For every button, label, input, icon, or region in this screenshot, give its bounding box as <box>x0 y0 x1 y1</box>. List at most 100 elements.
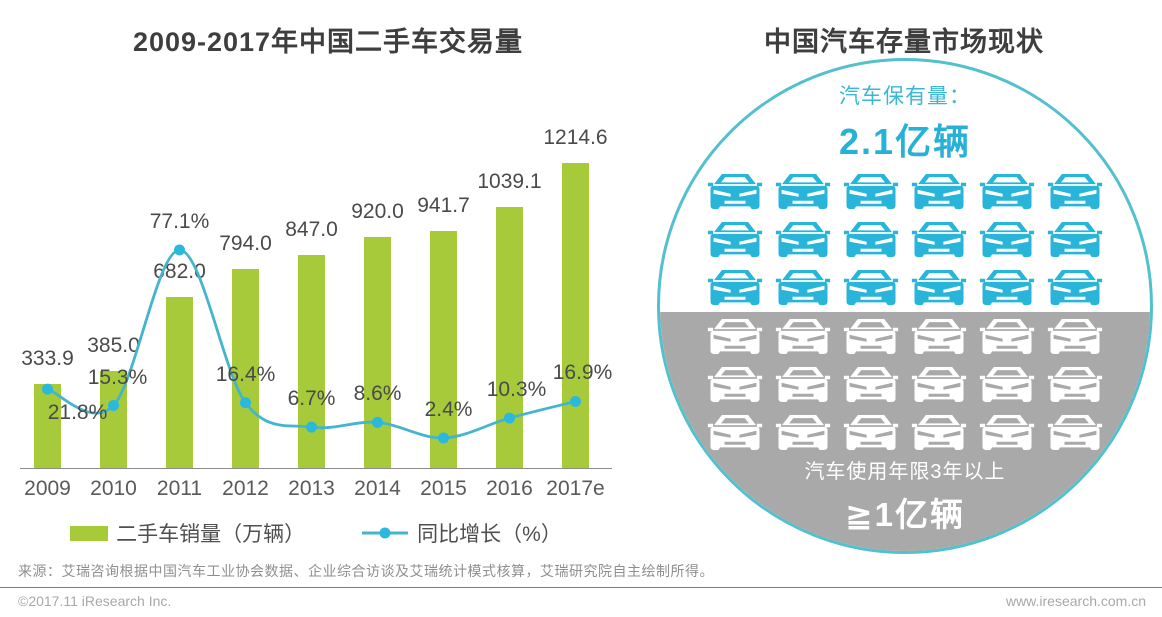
bar-2011 <box>166 296 193 468</box>
bar-2014 <box>364 236 391 468</box>
line-point-2011 <box>174 244 185 256</box>
car-icon <box>843 415 899 450</box>
aged-cars-label: 汽车使用年限3年以上 <box>804 461 1006 483</box>
car-icon <box>843 270 899 305</box>
car-icon <box>707 319 763 354</box>
line-point-2009 <box>42 383 53 395</box>
line-point-2016 <box>504 412 515 424</box>
line-series-swatch <box>362 527 409 539</box>
bar-2015 <box>430 231 457 468</box>
car-icon <box>979 415 1035 450</box>
car-icon <box>911 367 967 402</box>
car-icon <box>1047 415 1103 450</box>
car-icon <box>775 174 831 209</box>
axis-label-2012: 2012 <box>222 477 269 500</box>
line-point-2013 <box>306 421 317 433</box>
car-icon <box>707 270 763 305</box>
car-icon <box>707 222 763 257</box>
aged-car-grid <box>707 318 1103 451</box>
bar-value-label-2010: 385.0 <box>87 334 140 358</box>
car-icon <box>979 270 1035 305</box>
car-icon <box>979 174 1035 209</box>
car-icon <box>843 319 899 354</box>
car-stock-circle: 汽车保有量： 2.1亿辆 汽车使用年限3年以上 ≧1亿辆 <box>657 58 1153 554</box>
line-point-2010 <box>108 399 119 411</box>
car-icon <box>707 174 763 209</box>
car-icon <box>775 367 831 402</box>
car-icon <box>911 222 967 257</box>
car-icon <box>775 319 831 354</box>
source-note: 来源：艾瑞咨询根据中国汽车工业协会数据、企业综合访谈及艾瑞统计模式核算，艾瑞研究… <box>18 563 714 579</box>
car-icon <box>979 367 1035 402</box>
line-value-label-2015: 2.4% <box>424 397 473 421</box>
bar-value-label-2009: 333.9 <box>21 347 74 371</box>
bar-2012 <box>232 268 259 468</box>
footer: ©2017.11 iResearch Inc. www.iresearch.co… <box>18 593 1146 609</box>
car-icon <box>911 270 967 305</box>
car-icon <box>843 222 899 257</box>
copyright-text: ©2017.11 iResearch Inc. <box>18 593 172 609</box>
legend-item-line-series: 同比增长（%） <box>361 518 562 548</box>
axis-label-2017e: 2017e <box>546 477 605 500</box>
bar-2017e <box>562 162 589 468</box>
car-icon <box>1047 222 1103 257</box>
growth-line <box>46 248 576 440</box>
car-icon <box>911 415 967 450</box>
line-value-label-2011: 77.1% <box>149 209 210 233</box>
car-icon <box>707 415 763 450</box>
bar-series-label: 二手车销量（万辆） <box>116 523 306 546</box>
car-icon <box>1047 270 1103 305</box>
line-series-label: 同比增长（%） <box>417 523 562 546</box>
car-icon <box>775 270 831 305</box>
line-point-2012 <box>240 397 251 409</box>
car-icon <box>911 174 967 209</box>
line-value-label-2013: 6.7% <box>287 387 336 411</box>
left-chart-title: 2009-2017年中国二手车交易量 <box>132 27 524 58</box>
bar-value-label-2016: 1039.1 <box>477 169 542 193</box>
car-icon <box>843 174 899 209</box>
car-icon <box>979 319 1035 354</box>
car-icon <box>843 367 899 402</box>
axis-label-2009: 2009 <box>24 477 71 500</box>
website-url: www.iresearch.com.cn <box>1005 593 1146 609</box>
car-ownership-label: 汽车保有量： <box>839 85 971 108</box>
bar-value-label-2017e: 1214.6 <box>543 125 608 149</box>
right-panel-title: 中国汽车存量市场现状 <box>764 27 1044 58</box>
aged-cars-callout: 汽车使用年限3年以上 ≧1亿辆 <box>660 455 1150 536</box>
growth-line-layer <box>42 244 581 444</box>
bar-value-label-2013: 847.0 <box>285 218 338 242</box>
bar-value-label-2015: 941.7 <box>417 194 470 218</box>
axis-label-2013: 2013 <box>288 477 335 500</box>
ownership-car-grid <box>707 173 1103 306</box>
bar-2016 <box>496 206 523 468</box>
axis-label-2014: 2014 <box>354 477 401 500</box>
bar-value-label-2012: 794.0 <box>219 231 272 255</box>
bar-value-label-2014: 920.0 <box>351 199 404 223</box>
line-point-2017e <box>570 395 581 407</box>
chart-legend: 二手车销量（万辆） 同比增长（%） <box>20 518 612 548</box>
car-icon <box>1047 174 1103 209</box>
bar-2009 <box>34 384 61 468</box>
axis-label-2010: 2010 <box>90 477 137 500</box>
line-point-2015 <box>438 432 449 444</box>
car-icon <box>775 415 831 450</box>
x-axis-labels: 2009 2010 2011 2012 2013 2014 2015 2016 2017e <box>20 477 612 505</box>
line-value-label-2017e: 16.9% <box>552 361 613 385</box>
bar-series-swatch <box>70 525 109 541</box>
footer-divider <box>0 587 1162 588</box>
axis-label-2016: 2016 <box>486 477 533 500</box>
line-value-label-2014: 8.6% <box>353 382 402 406</box>
line-value-label-2016: 10.3% <box>486 378 547 402</box>
bar-line-chart: 333.9 385.0 682.0 794.0 847.0 920.0 941.7 1039.… <box>20 60 612 469</box>
legend-item-bar-series: 二手车销量（万辆） <box>70 518 305 548</box>
car-icon <box>979 222 1035 257</box>
car-icon <box>911 319 967 354</box>
car-icon <box>1047 367 1103 402</box>
aged-cars-value: ≧1亿辆 <box>844 496 965 533</box>
line-value-label-2009: 21.8% <box>47 401 108 425</box>
car-icon <box>1047 319 1103 354</box>
line-point-2014 <box>372 416 383 428</box>
axis-label-2015: 2015 <box>420 477 467 500</box>
car-ownership-value: 2.1亿辆 <box>838 121 972 162</box>
